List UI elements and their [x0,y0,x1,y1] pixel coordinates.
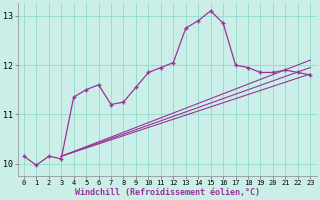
X-axis label: Windchill (Refroidissement éolien,°C): Windchill (Refroidissement éolien,°C) [75,188,260,197]
